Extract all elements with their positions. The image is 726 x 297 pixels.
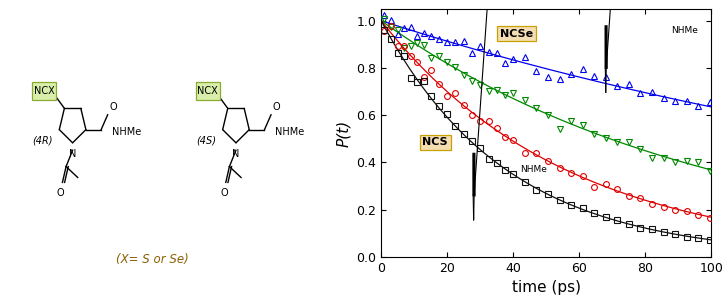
Text: NHMe: NHMe: [520, 165, 547, 174]
Text: (4R): (4R): [32, 135, 53, 145]
Text: N: N: [69, 149, 76, 159]
FancyBboxPatch shape: [33, 82, 57, 100]
Text: NHMe: NHMe: [112, 127, 142, 137]
Y-axis label: P(t): P(t): [335, 119, 351, 146]
Text: NCSe: NCSe: [500, 29, 533, 39]
Text: O: O: [220, 188, 228, 198]
Text: O: O: [109, 102, 117, 112]
Text: O: O: [57, 188, 65, 198]
Text: NCX: NCX: [34, 86, 54, 96]
Text: NHMe: NHMe: [275, 127, 305, 137]
Text: NCS: NCS: [423, 137, 448, 147]
Text: (X= S or Se): (X= S or Se): [116, 253, 189, 266]
Text: NHMe: NHMe: [672, 26, 698, 35]
Text: NCX: NCX: [197, 86, 218, 96]
FancyBboxPatch shape: [196, 82, 220, 100]
Text: N: N: [232, 149, 240, 159]
X-axis label: time (ps): time (ps): [512, 280, 581, 295]
Text: O: O: [272, 102, 280, 112]
Text: (4S): (4S): [196, 135, 216, 145]
